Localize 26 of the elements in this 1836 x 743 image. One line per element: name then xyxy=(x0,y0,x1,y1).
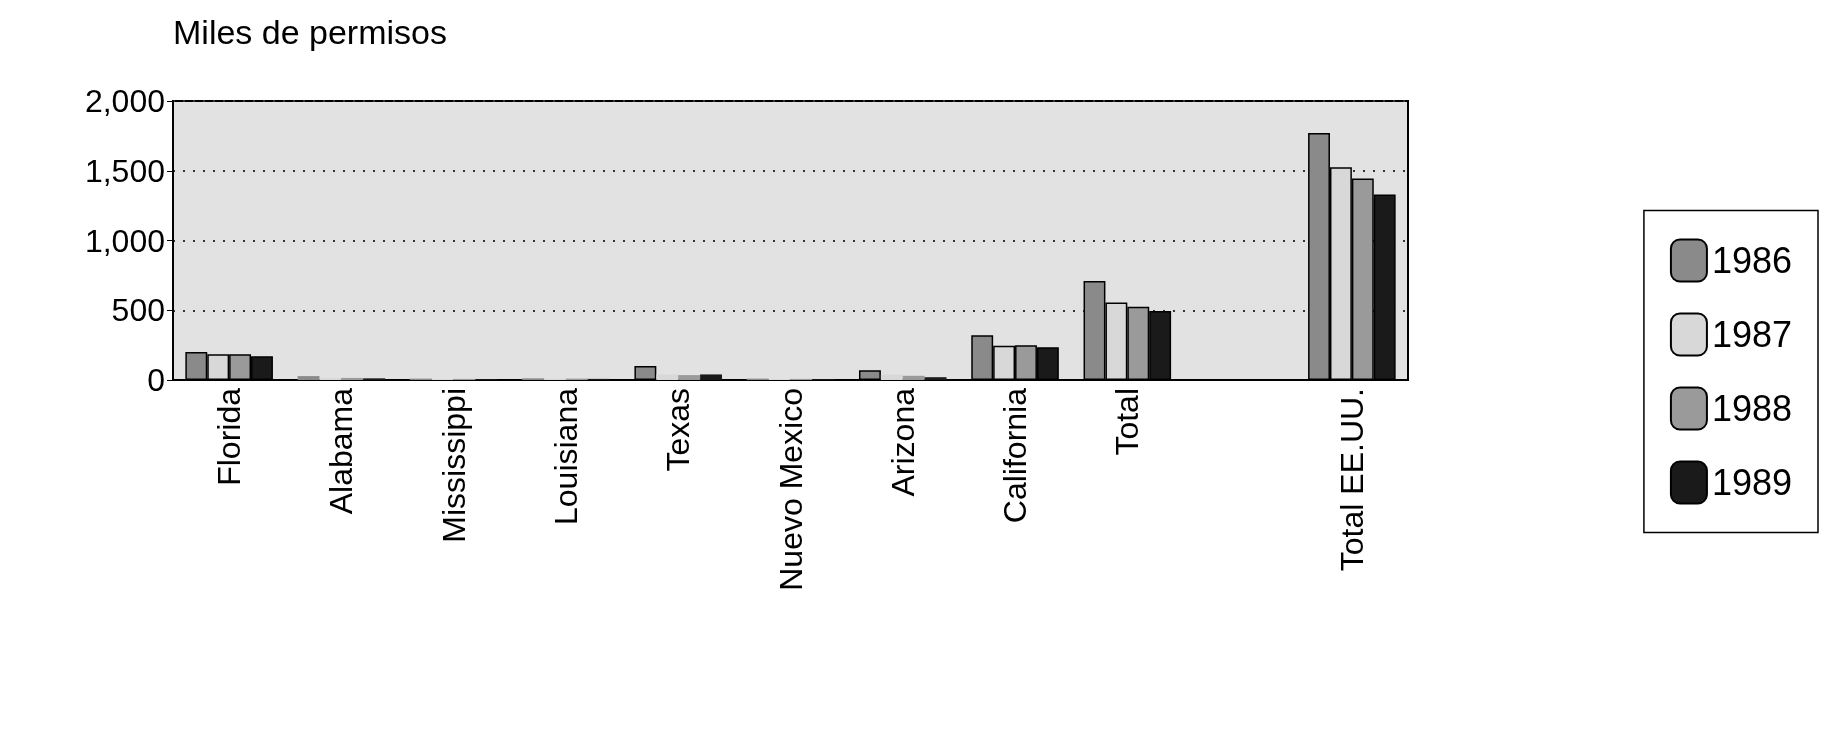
legend-label: 1989 xyxy=(1711,462,1793,503)
y-tick-label: 1,000 xyxy=(84,222,165,259)
bar xyxy=(297,376,320,380)
y-tick-label: 500 xyxy=(111,292,165,329)
x-tick-label: Nuevo Mexico xyxy=(772,388,809,591)
x-tick-label: Total xyxy=(1109,388,1146,456)
x-tick-label: California xyxy=(997,387,1034,524)
x-tick-label: Arizona xyxy=(884,387,921,497)
bar xyxy=(341,377,364,380)
legend-label: 1987 xyxy=(1711,314,1793,355)
x-tick-label: Texas xyxy=(660,388,697,472)
x-tick-label: Louisiana xyxy=(547,387,584,525)
x-tick-label: Mississippi xyxy=(435,388,472,543)
bar xyxy=(924,377,947,380)
y-tick-label: 0 xyxy=(147,362,165,398)
legend-label: 1986 xyxy=(1711,240,1793,281)
x-tick-label: Florida xyxy=(211,387,248,486)
x-tick-label: Alabama xyxy=(323,387,360,515)
legend-label: 1988 xyxy=(1711,388,1793,429)
bar xyxy=(678,375,701,380)
y-axis-title: Miles de permisos xyxy=(173,13,447,51)
x-tick-label: Total EE.UU. xyxy=(1333,388,1370,572)
bar xyxy=(700,374,723,380)
y-tick-label: 1,500 xyxy=(84,152,165,189)
y-tick-label: 2,000 xyxy=(84,83,165,119)
bar xyxy=(902,375,925,380)
